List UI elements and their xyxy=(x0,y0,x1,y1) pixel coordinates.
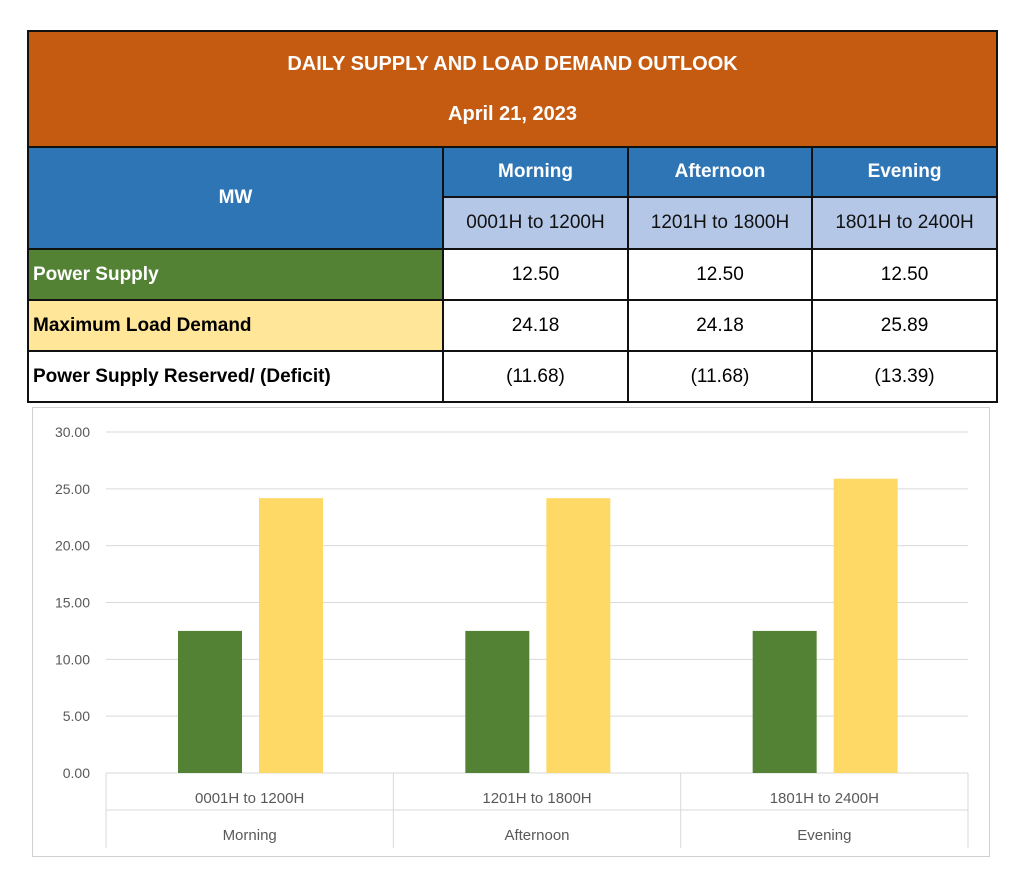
x-tick-label: 1201H to 1800H xyxy=(482,790,591,807)
y-tick-label: 15.00 xyxy=(55,595,90,611)
x-tick-label: 0001H to 1200H xyxy=(195,790,304,807)
table-row: Power Supply Reserved/ (Deficit) (11.68)… xyxy=(27,350,999,403)
bar xyxy=(465,630,530,773)
cell: 24.18 xyxy=(442,299,629,352)
range-header: 1201H to 1800H xyxy=(627,196,813,250)
bar xyxy=(833,478,898,773)
y-tick-label: 5.00 xyxy=(63,708,90,724)
y-tick-label: 30.00 xyxy=(55,424,90,440)
row-label: Maximum Load Demand xyxy=(27,299,444,352)
outlook-table: DAILY SUPPLY AND LOAD DEMAND OUTLOOK Apri… xyxy=(26,30,999,403)
cell: 12.50 xyxy=(442,248,629,301)
unit-header: MW xyxy=(27,146,444,250)
y-tick-label: 25.00 xyxy=(55,481,90,497)
bar xyxy=(259,498,323,773)
table-row: Maximum Load Demand 24.18 24.18 25.89 xyxy=(27,299,999,352)
period-header: Morning xyxy=(442,146,629,198)
period-header: Evening xyxy=(810,146,999,198)
range-header: 1801H to 2400H xyxy=(810,196,999,250)
cell: 12.50 xyxy=(627,248,813,301)
period-header: Afternoon xyxy=(627,146,813,198)
table-title: DAILY SUPPLY AND LOAD DEMAND OUTLOOK Apri… xyxy=(26,30,999,148)
cell: 25.89 xyxy=(810,299,999,352)
x-group-label: Afternoon xyxy=(504,827,569,844)
date-text: April 21, 2023 xyxy=(448,103,577,125)
bar xyxy=(546,498,611,773)
title-text: DAILY SUPPLY AND LOAD DEMAND OUTLOOK xyxy=(287,53,738,75)
cell: (11.68) xyxy=(442,350,629,403)
bar xyxy=(752,630,817,773)
bar-chart: 0.00 5.00 10.00 15.00 20.00 25.00 30.00 0001H t… xyxy=(32,407,990,857)
cell: 12.50 xyxy=(810,248,999,301)
range-header: 0001H to 1200H xyxy=(442,196,629,250)
cell: (11.68) xyxy=(627,350,813,403)
cell: 24.18 xyxy=(627,299,813,352)
bar xyxy=(178,630,242,773)
y-tick-label: 10.00 xyxy=(55,651,90,667)
cell: (13.39) xyxy=(810,350,999,403)
table-row: Power Supply 12.50 12.50 12.50 xyxy=(27,248,999,301)
x-tick-label: 1801H to 2400H xyxy=(770,790,879,807)
row-label: Power Supply Reserved/ (Deficit) xyxy=(27,350,444,403)
x-group-label: Evening xyxy=(797,827,851,844)
y-tick-label: 0.00 xyxy=(63,765,90,781)
x-group-label: Morning xyxy=(223,827,277,844)
y-tick-label: 20.00 xyxy=(55,538,90,554)
row-label: Power Supply xyxy=(27,248,444,301)
